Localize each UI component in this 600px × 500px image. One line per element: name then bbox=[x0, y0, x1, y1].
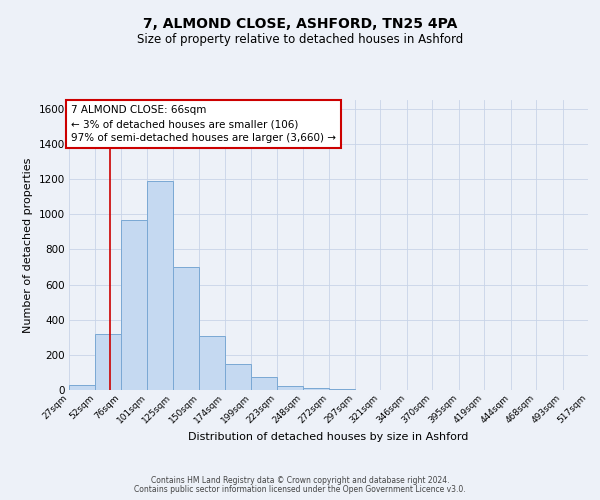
Bar bbox=[148, 181, 173, 390]
Bar bbox=[224, 364, 251, 390]
Y-axis label: Number of detached properties: Number of detached properties bbox=[23, 158, 33, 332]
Text: Contains HM Land Registry data © Crown copyright and database right 2024.: Contains HM Land Registry data © Crown c… bbox=[151, 476, 449, 485]
Bar bbox=[95, 334, 121, 390]
Bar bbox=[251, 377, 277, 390]
X-axis label: Distribution of detached houses by size in Ashford: Distribution of detached houses by size … bbox=[188, 432, 469, 442]
Bar bbox=[277, 386, 303, 390]
Bar bbox=[329, 389, 355, 390]
Bar bbox=[69, 386, 95, 390]
Text: 7, ALMOND CLOSE, ASHFORD, TN25 4PA: 7, ALMOND CLOSE, ASHFORD, TN25 4PA bbox=[143, 18, 457, 32]
Text: Size of property relative to detached houses in Ashford: Size of property relative to detached ho… bbox=[137, 32, 463, 46]
Bar bbox=[199, 336, 224, 390]
Text: 7 ALMOND CLOSE: 66sqm
← 3% of detached houses are smaller (106)
97% of semi-deta: 7 ALMOND CLOSE: 66sqm ← 3% of detached h… bbox=[71, 106, 336, 144]
Bar bbox=[173, 267, 199, 390]
Bar bbox=[303, 388, 329, 390]
Text: Contains public sector information licensed under the Open Government Licence v3: Contains public sector information licen… bbox=[134, 485, 466, 494]
Bar bbox=[121, 220, 148, 390]
